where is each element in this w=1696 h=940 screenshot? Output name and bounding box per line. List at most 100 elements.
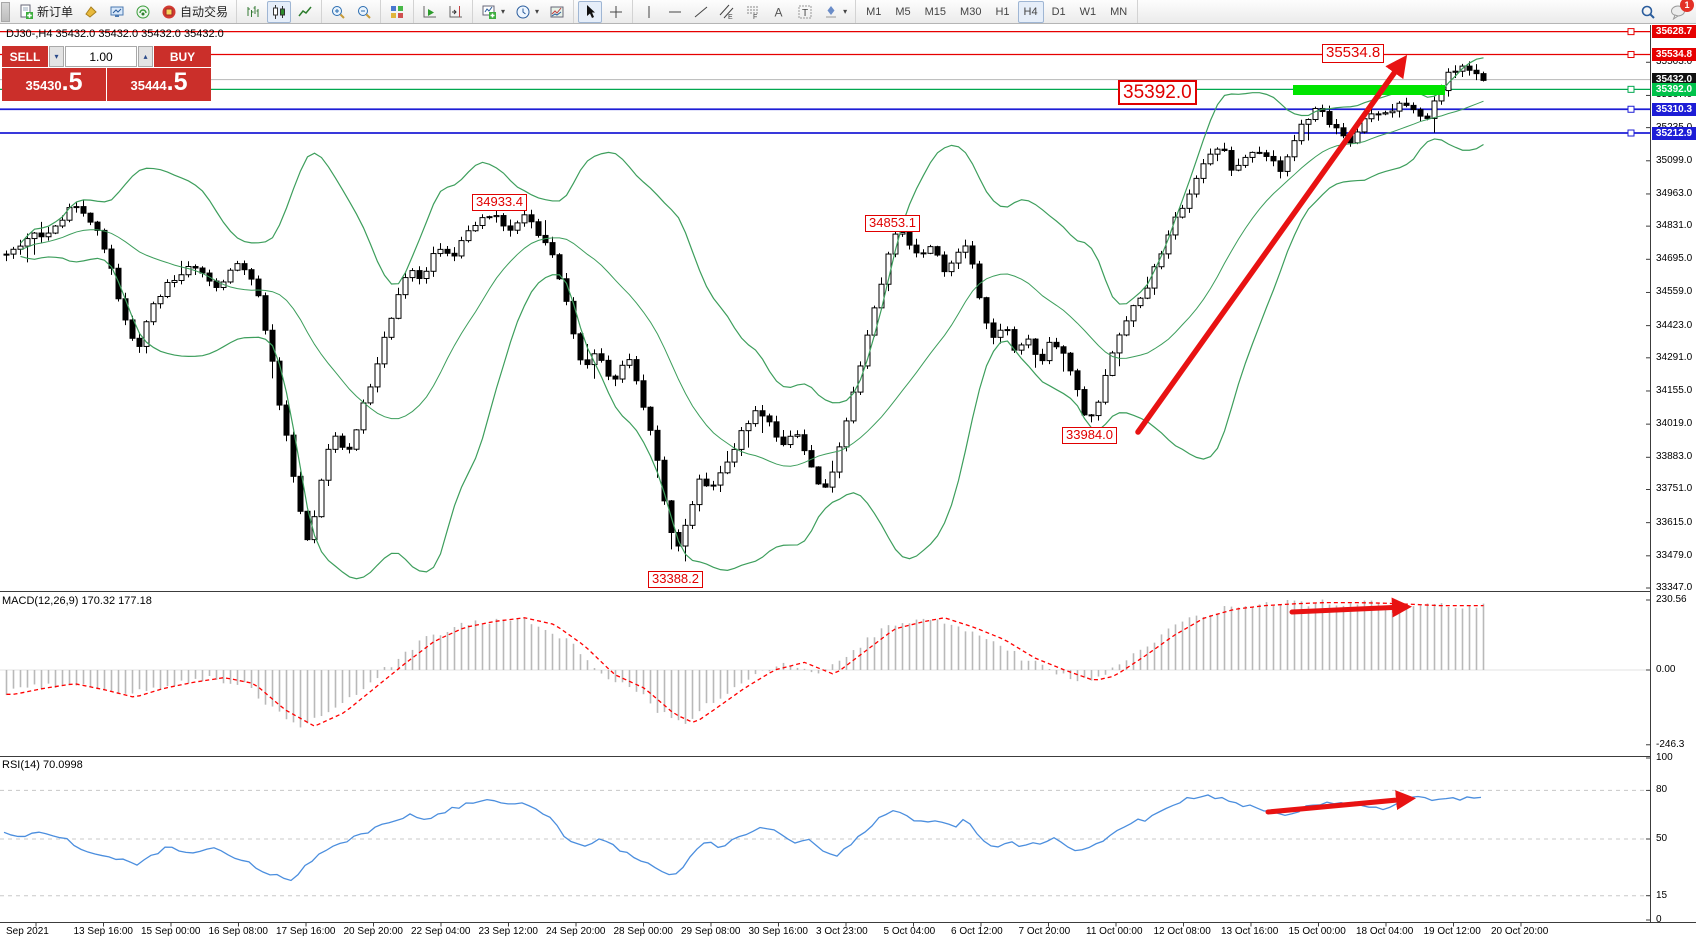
price-line-handle[interactable] xyxy=(1627,129,1635,137)
tf-d1[interactable]: D1 xyxy=(1046,1,1072,23)
y-axis-tick: 34291.0 xyxy=(1656,351,1693,363)
toolbar-drag-handle[interactable] xyxy=(1,1,10,22)
zoom-in-button[interactable] xyxy=(326,1,350,23)
tf-h4[interactable]: H4 xyxy=(1017,0,1044,23)
time-axis-label: 7 Oct 20:00 xyxy=(1018,926,1071,937)
macd-axis-tick: 230.56 xyxy=(1656,594,1687,605)
new-chart-button[interactable]: ▾ xyxy=(477,1,509,23)
clock-icon xyxy=(515,4,531,20)
price-callout[interactable]: 35392.0 xyxy=(1118,80,1197,106)
tf-m5[interactable]: M5 xyxy=(889,1,916,23)
toolbar-group-zoom xyxy=(322,0,382,23)
trendline-button[interactable] xyxy=(689,1,713,23)
rsi-arrow[interactable] xyxy=(1265,790,1416,815)
price-line-handle[interactable] xyxy=(1627,105,1635,113)
price-line-handle[interactable] xyxy=(1627,85,1635,93)
text-a-icon: A xyxy=(771,4,787,20)
price-callout[interactable]: 34933.4 xyxy=(472,194,527,211)
vline-icon xyxy=(641,4,657,20)
notifications-button[interactable]: 1 xyxy=(1668,0,1694,22)
macd-axis-tick: -246.3 xyxy=(1656,738,1685,750)
tf-m30-label: M30 xyxy=(960,5,982,18)
line-icon xyxy=(297,4,313,20)
buy-price[interactable]: 35444.5 xyxy=(107,68,211,101)
main-toolbar: 新订单 自动交易 ▾ ▾ E F A T ▾ M1 M5 M15 M30 H1 H4 D1 W1 MN 1 xyxy=(0,0,1696,24)
channel-button[interactable]: E xyxy=(715,1,739,23)
macd-arrow[interactable] xyxy=(1289,597,1412,618)
auto-trading-button[interactable]: 自动交易 xyxy=(157,1,232,23)
signals-button[interactable] xyxy=(131,1,155,23)
auto-scroll-button[interactable] xyxy=(418,1,442,23)
tf-h1-label: H1 xyxy=(995,5,1010,18)
market-depth-button[interactable] xyxy=(105,1,129,23)
volume-input[interactable]: 1.00 xyxy=(65,46,137,67)
chart-shift-button[interactable] xyxy=(444,1,468,23)
price-callout[interactable]: 33984.0 xyxy=(1062,427,1117,444)
tile-windows-button[interactable] xyxy=(385,1,409,23)
hline-icon xyxy=(667,4,683,20)
chart-title: DJ30-,H4 35432.0 35432.0 35432.0 35432.0 xyxy=(6,28,224,40)
time-axis-label: 19 Oct 12:00 xyxy=(1423,926,1481,937)
time-axis-label: 13 Sep 16:00 xyxy=(73,926,134,937)
y-axis-tick: 33751.0 xyxy=(1656,483,1693,495)
period-dropdown-button[interactable]: ▾ xyxy=(511,1,543,23)
toolbar-group-draw: E F A T ▾ xyxy=(633,0,857,23)
highlight-bar[interactable] xyxy=(1293,85,1445,95)
tf-w1[interactable]: W1 xyxy=(1074,1,1103,23)
arrows-button[interactable]: ▾ xyxy=(819,1,851,23)
autoscroll-icon xyxy=(422,4,438,20)
y-axis-tick: 33615.0 xyxy=(1656,516,1693,528)
price-line-handle[interactable] xyxy=(1627,51,1635,59)
y-axis-tick: 34695.0 xyxy=(1656,253,1693,265)
time-axis-label: 5 Oct 04:00 xyxy=(883,926,936,937)
volume-decrease-button[interactable]: ▾ xyxy=(49,46,64,67)
sell-price-main: 35430 xyxy=(25,78,62,93)
tf-m30[interactable]: M30 xyxy=(954,1,987,23)
price-callout[interactable]: 33388.2 xyxy=(648,571,703,588)
sell-button[interactable]: SELL xyxy=(2,46,48,67)
text-button[interactable]: A xyxy=(767,1,791,23)
time-axis-label: 22 Sep 04:00 xyxy=(411,926,471,937)
zoom-out-button[interactable] xyxy=(352,1,376,23)
time-axis-label: 23 Sep 12:00 xyxy=(478,926,539,937)
autotrade-icon xyxy=(161,4,177,20)
candlesticks xyxy=(3,61,1487,562)
fibonacci-button[interactable]: F xyxy=(741,1,765,23)
toolbar-group-chart-type xyxy=(237,0,323,23)
y-axis-tick: 34155.0 xyxy=(1656,384,1693,396)
time-axis-label: 15 Oct 00:00 xyxy=(1288,926,1346,937)
time-axis-label: 20 Sep 20:00 xyxy=(343,926,404,937)
tf-m15[interactable]: M15 xyxy=(919,1,952,23)
line-chart-button[interactable] xyxy=(293,1,317,23)
svg-text:T: T xyxy=(802,8,808,19)
price-board-button[interactable] xyxy=(79,1,103,23)
cursor-button[interactable] xyxy=(578,0,603,23)
time-axis-label: 6 Oct 12:00 xyxy=(951,926,1003,937)
tf-mn[interactable]: MN xyxy=(1104,1,1133,23)
bar-chart-button[interactable] xyxy=(241,1,265,23)
tf-h1[interactable]: H1 xyxy=(989,1,1015,23)
template-button[interactable] xyxy=(545,1,569,23)
price-line-handle[interactable] xyxy=(1627,28,1635,36)
price-callout[interactable]: 34853.1 xyxy=(865,215,920,232)
trend-arrow[interactable] xyxy=(1135,54,1408,435)
vertical-line-button[interactable] xyxy=(637,1,661,23)
bollinger-middle-band xyxy=(20,100,1484,467)
label-button[interactable]: T xyxy=(793,1,817,23)
new-order-button[interactable]: 新订单 xyxy=(14,1,77,23)
rsi-axis-tick: 100 xyxy=(1656,752,1673,763)
buy-button[interactable]: BUY xyxy=(154,46,211,67)
candlestick-button[interactable] xyxy=(267,0,292,23)
volume-increase-button[interactable]: ▴ xyxy=(138,46,153,67)
sell-price[interactable]: 35430.5 xyxy=(2,68,106,101)
tf-m1[interactable]: M1 xyxy=(860,1,887,23)
crosshair-icon xyxy=(608,4,624,20)
search-button[interactable] xyxy=(1638,2,1658,22)
tf-m5-label: M5 xyxy=(895,5,911,18)
candles-icon xyxy=(271,4,287,20)
price-callout[interactable]: 35534.8 xyxy=(1322,44,1385,63)
crosshair-button[interactable] xyxy=(604,1,628,23)
horizontal-line-button[interactable] xyxy=(663,1,687,23)
tile-icon xyxy=(389,4,405,20)
bars-icon xyxy=(245,4,261,20)
